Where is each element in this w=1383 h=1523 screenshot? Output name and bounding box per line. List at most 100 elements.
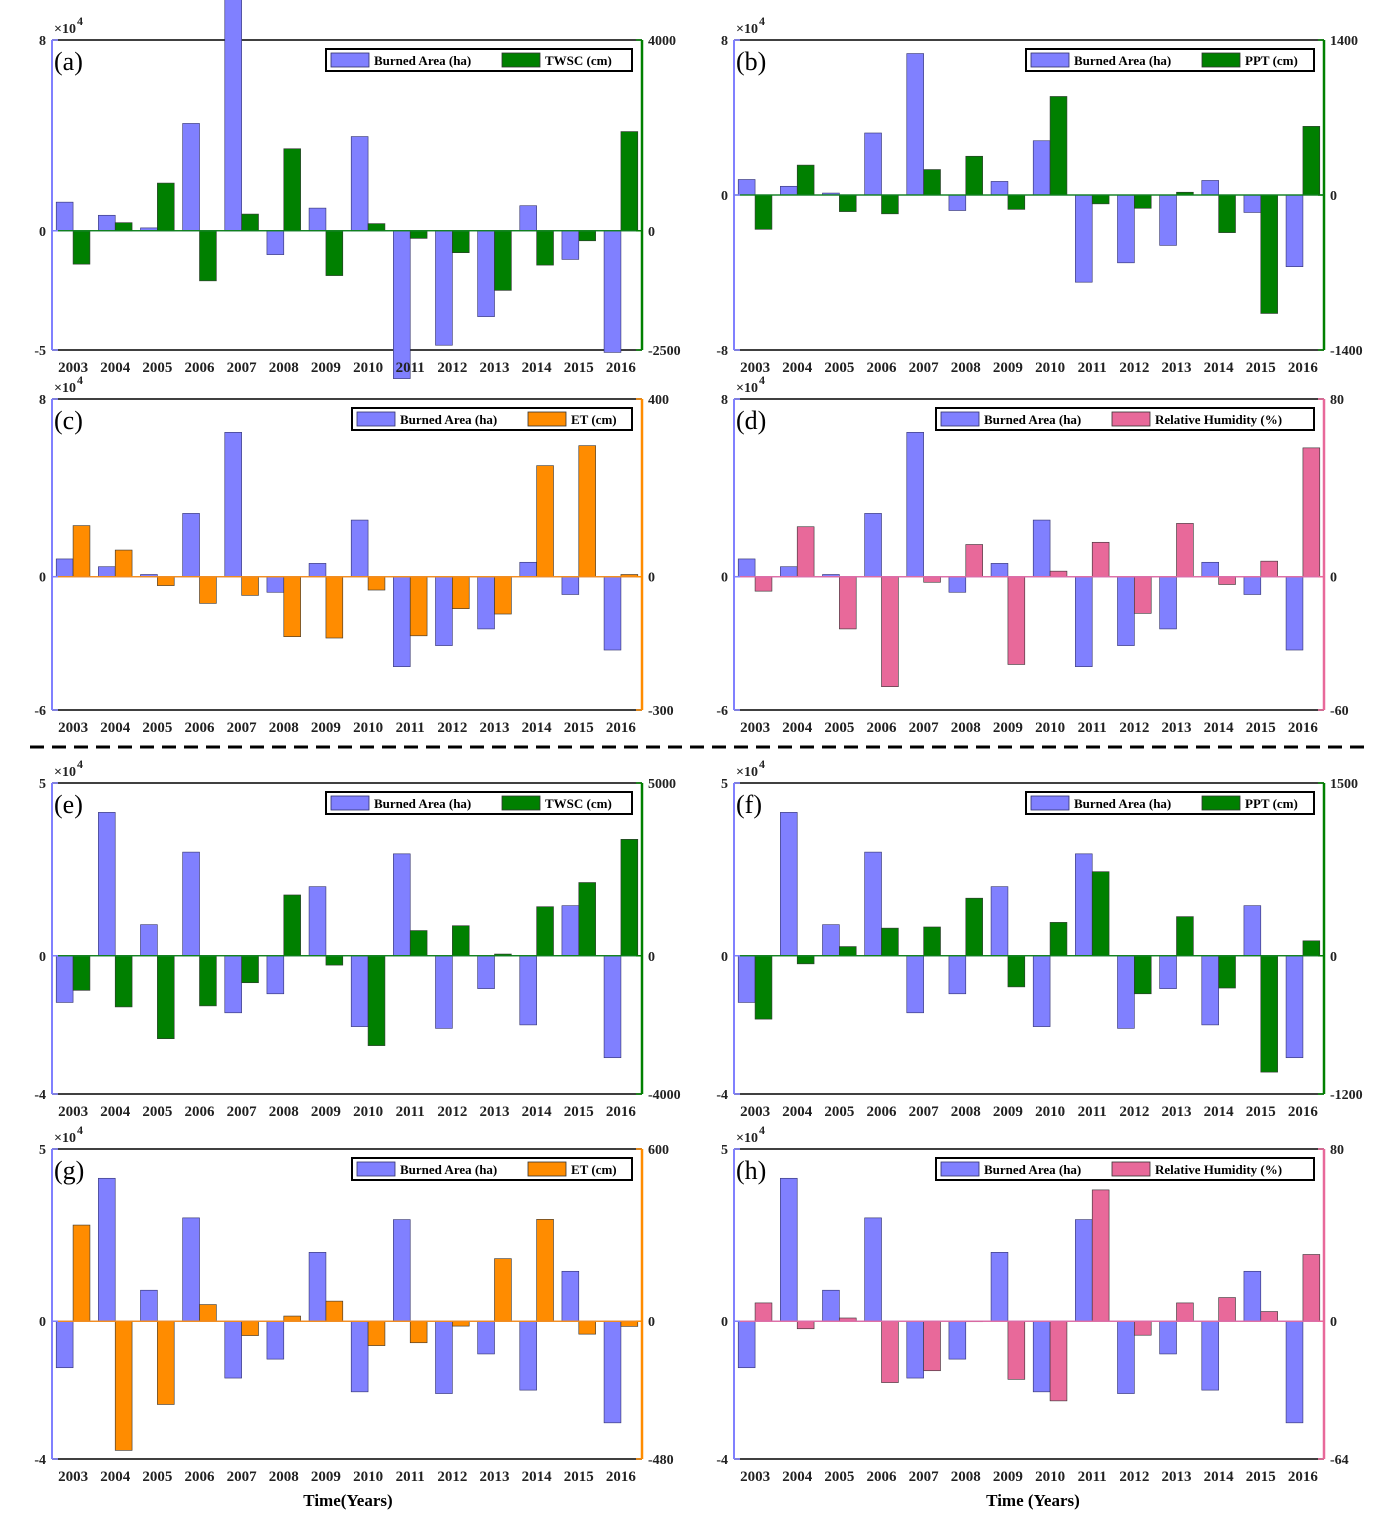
climate-bar-2011: [409, 930, 428, 957]
chart-panel-h: 5 0 -4 ×104 80 0 -64 2003 2004 2005 2006 2007 2008 20…: [716, 1123, 1348, 1485]
burned-area-bar-2015: [1243, 905, 1262, 957]
x-tick-label-2011: 2011: [396, 360, 425, 376]
left-tick-label: -6: [34, 704, 46, 719]
burned-area-bar-2015: [561, 576, 580, 595]
climate-bar-2010: [367, 576, 386, 591]
x-tick-label-2016: 2016: [1288, 1469, 1319, 1485]
climate-bar-2011: [1091, 1189, 1110, 1322]
climate-bar-2004: [114, 549, 133, 578]
climate-bar-2011: [409, 230, 428, 239]
x-tick-label-2009: 2009: [993, 720, 1023, 736]
left-tick-label: -6: [716, 704, 728, 719]
burned-area-bar-2016: [1285, 955, 1304, 1059]
legend-swatch-burned: [356, 1161, 396, 1177]
burned-area-bar-2010: [350, 1320, 369, 1393]
left-tick-label: -4: [716, 1453, 728, 1468]
x-tick-label-2010: 2010: [1035, 720, 1065, 736]
right-tick-label: -1200: [1330, 1088, 1363, 1103]
legend-label-climate: TWSC (cm): [545, 53, 612, 68]
burned-area-bar-2011: [1075, 1219, 1093, 1322]
climate-bar-2016: [1302, 1254, 1321, 1322]
climate-bar-2003: [72, 230, 91, 265]
left-axis-exponent: 4: [759, 1123, 765, 1137]
climate-bar-2007: [923, 576, 941, 583]
burned-area-bar-2016: [1285, 194, 1304, 267]
left-axis-multiplier: ×10: [54, 765, 76, 780]
right-tick-label: -4000: [648, 1088, 681, 1103]
legend-swatch-climate: [1111, 1161, 1151, 1177]
climate-bar-2011: [1091, 194, 1110, 205]
burned-area-bar-2012: [435, 955, 453, 1029]
climate-bar-2003: [754, 194, 773, 230]
burned-area-bar-2010: [350, 136, 369, 232]
climate-bar-2004: [114, 955, 133, 1008]
right-tick-label: -480: [648, 1453, 674, 1468]
burned-area-bar-2008: [266, 230, 285, 255]
left-axis-exponent: 4: [77, 373, 83, 387]
climate-bar-2007: [923, 1320, 941, 1372]
climate-bar-2006: [199, 230, 217, 282]
burned-area-bar-2011: [393, 1219, 411, 1322]
climate-bar-2015: [1260, 194, 1278, 314]
burned-area-bar-2005: [140, 1289, 158, 1322]
left-tick-label: -5: [34, 344, 46, 359]
left-axis-exponent: 4: [759, 757, 765, 771]
legend-label-climate: ET (cm): [571, 412, 617, 427]
x-tick-label-2009: 2009: [311, 720, 341, 736]
x-tick-label-2013: 2013: [480, 1469, 510, 1485]
climate-bar-2012: [452, 230, 470, 254]
legend-swatch-climate: [1201, 795, 1241, 811]
left-tick-label: 5: [39, 1143, 46, 1158]
climate-bar-2012: [1134, 194, 1152, 209]
burned-area-bar-2013: [1159, 955, 1177, 989]
climate-bar-2012: [452, 576, 470, 610]
burned-area-bar-2004: [780, 185, 798, 196]
burned-area-bar-2016: [603, 576, 622, 651]
right-tick-label: -64: [1330, 1453, 1349, 1468]
burned-area-bar-2011: [393, 576, 411, 667]
x-tick-label-2007: 2007: [909, 1104, 940, 1120]
x-tick-label-2016: 2016: [606, 1469, 637, 1485]
burned-area-bar-2006: [182, 1217, 200, 1322]
burned-area-bar-2013: [1159, 194, 1177, 246]
x-tick-label-2008: 2008: [951, 1104, 981, 1120]
right-tick-label: -300: [648, 704, 674, 719]
climate-bar-2012: [452, 925, 470, 957]
climate-bar-2009: [1007, 955, 1026, 988]
left-axis-multiplier: ×10: [54, 22, 76, 37]
burned-area-bar-2009: [990, 181, 1009, 196]
legend-label-burned: Burned Area (ha): [984, 1162, 1081, 1177]
burned-area-bar-2003: [55, 1320, 74, 1369]
x-tick-label-2011: 2011: [1078, 360, 1107, 376]
burned-area-bar-2015: [1243, 576, 1262, 595]
x-tick-label-2007: 2007: [909, 1469, 940, 1485]
legend-box: [1025, 791, 1315, 815]
climate-bar-2014: [1218, 194, 1236, 233]
burned-area-bar-2009: [308, 1252, 327, 1322]
legend-box: [325, 791, 633, 815]
x-tick-label-2010: 2010: [1035, 360, 1065, 376]
x-tick-label-2013: 2013: [480, 360, 510, 376]
x-tick-label-2014: 2014: [1204, 360, 1235, 376]
burned-area-bar-2015: [1243, 1270, 1262, 1322]
climate-bar-2003: [754, 576, 773, 592]
climate-bar-2003: [72, 955, 91, 991]
right-tick-label: 80: [1330, 1143, 1344, 1158]
left-tick-label: 8: [721, 34, 728, 49]
left-tick-label: 5: [39, 777, 46, 792]
climate-bar-2009: [325, 1300, 344, 1322]
burned-area-bar-2013: [1159, 1320, 1177, 1355]
x-tick-label-2014: 2014: [522, 360, 553, 376]
burned-area-bar-2013: [477, 955, 495, 989]
burned-area-bar-2003: [55, 955, 74, 1003]
x-tick-label-2007: 2007: [227, 1104, 258, 1120]
burned-area-bar-2008: [948, 955, 967, 995]
x-tick-label-2005: 2005: [824, 720, 854, 736]
climate-bar-2010: [367, 955, 386, 1046]
right-tick-label: 1500: [1330, 777, 1358, 792]
panel-label: (d): [736, 406, 766, 435]
panel-label: (h): [736, 1156, 766, 1185]
burned-area-bar-2010: [350, 955, 369, 1027]
x-tick-label-2008: 2008: [951, 720, 981, 736]
right-tick-label: 400: [648, 393, 669, 408]
